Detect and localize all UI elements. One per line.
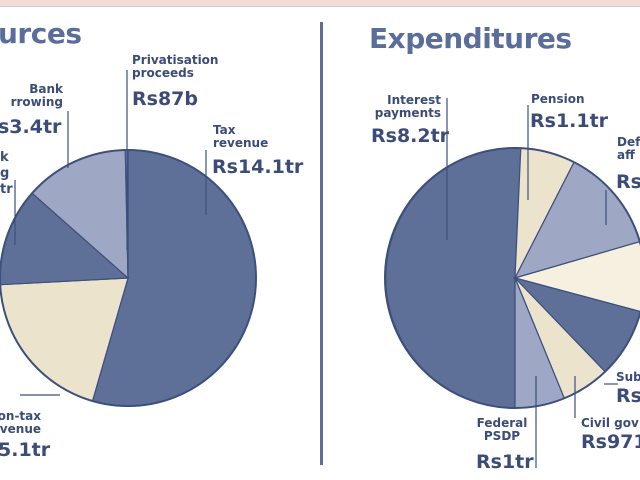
civil-government-label: Civil gov — [581, 416, 639, 430]
non-bank-label: k g tr — [0, 150, 13, 197]
top-rule — [0, 0, 640, 6]
defence-affairs-value: Rs — [616, 171, 640, 193]
privatisation-value: Rs87b — [132, 88, 198, 110]
pension-label: Pension — [531, 92, 585, 106]
pension-value: Rs1.1tr — [530, 110, 609, 132]
federal-psdp-value: Rs1tr — [476, 451, 534, 473]
civil-government-value: Rs971 — [581, 431, 640, 453]
sources-pie — [0, 149, 257, 407]
defence-affairs-label: Def aff — [617, 135, 640, 162]
page-edge — [0, 6, 640, 7]
panel-divider — [320, 22, 323, 465]
pie-outline — [384, 147, 640, 409]
label-leader-lines — [14, 70, 618, 468]
privatisation-label: Privatisation proceeds — [132, 53, 219, 80]
tax-revenue-value: Rs14.1tr — [212, 156, 304, 178]
interest-payments-value: Rs8.2tr — [371, 125, 450, 147]
interest-payments-label: Interest payments — [374, 93, 441, 120]
expenditures-slice-0 — [385, 147, 522, 409]
subsidies-value: Rs — [616, 385, 640, 407]
expenditures-pie — [384, 147, 640, 409]
bank-borrowing-label: Bank rrowing — [10, 82, 63, 109]
subsidies-label: Sub — [616, 370, 640, 384]
tax-revenue-label: Tax revenue — [213, 123, 269, 150]
expenditures-title: Expenditures — [369, 22, 572, 55]
pie-outline — [0, 149, 257, 407]
non-tax-revenue-value: 5.1tr — [0, 439, 51, 461]
bank-borrowing-value: s3.4tr — [0, 116, 62, 138]
federal-psdp-label: Federal PSDP — [476, 416, 528, 443]
non-tax-revenue-label: on-tax evenue — [0, 409, 41, 436]
sources-title: urces — [0, 17, 82, 50]
